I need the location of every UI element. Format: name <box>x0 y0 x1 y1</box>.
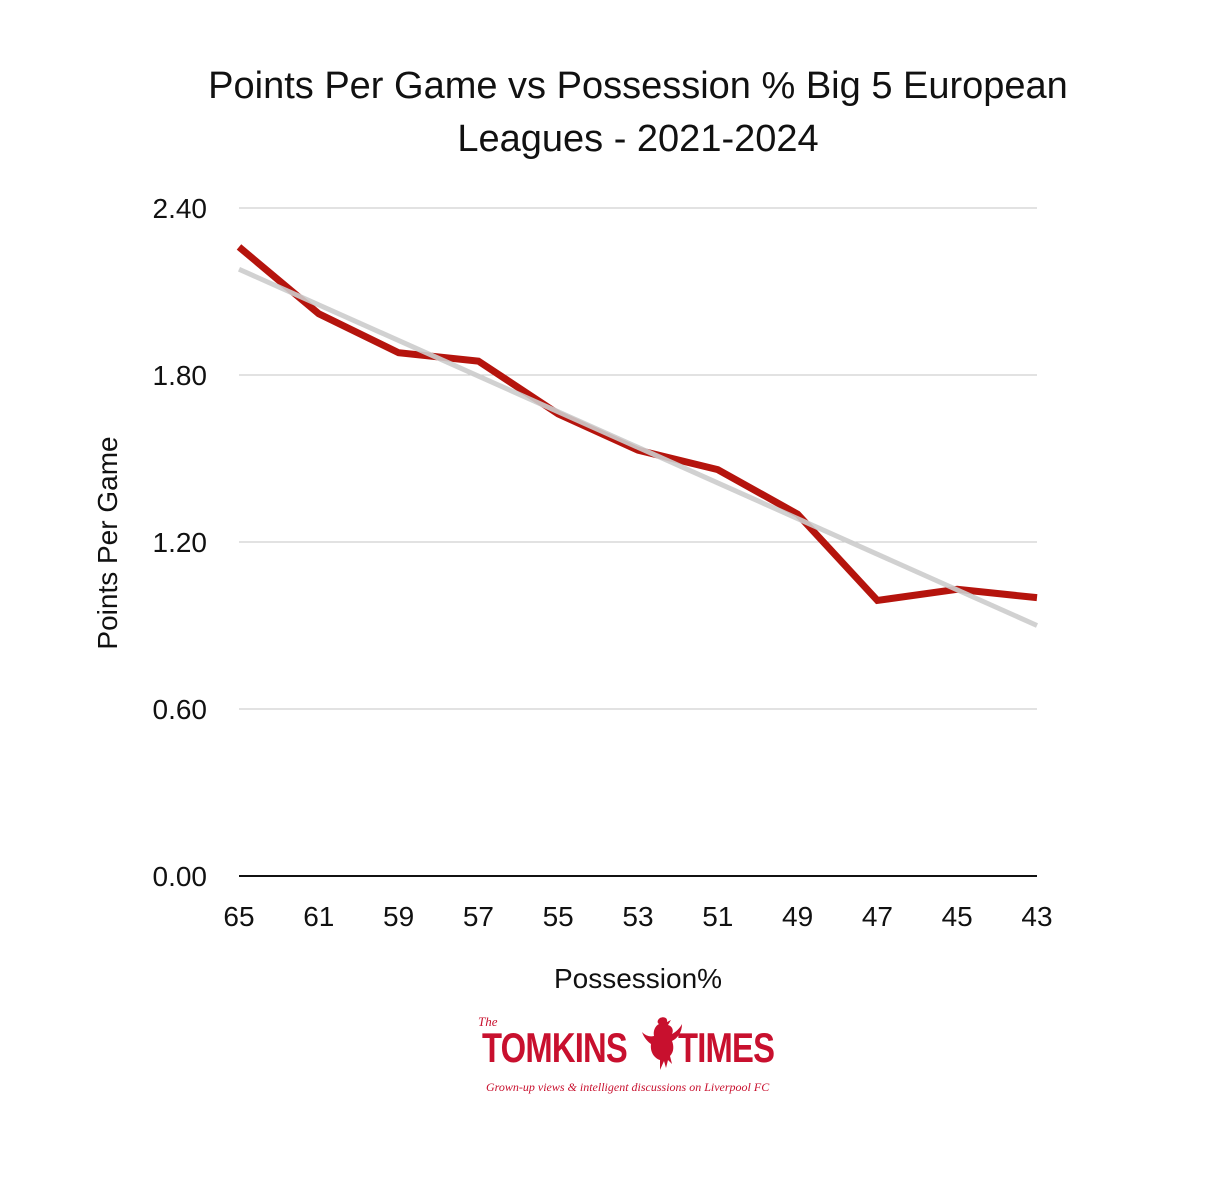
series-line <box>236 244 1038 605</box>
series-lines <box>236 244 1039 628</box>
x-tick-label: 49 <box>782 901 813 932</box>
x-tick-label: 57 <box>463 901 494 932</box>
y-axis-title: Points Per Game <box>92 436 123 649</box>
x-tick-label: 61 <box>303 901 334 932</box>
x-tick-label: 55 <box>543 901 574 932</box>
tomkins-times-logo: The TOMKINS TIMES Grown-up views & intel… <box>478 1010 798 1100</box>
y-tick-label: 1.80 <box>153 360 208 391</box>
chart-title-line-2: Leagues - 2021-2024 <box>457 118 819 160</box>
y-tick-label: 0.60 <box>153 694 208 725</box>
x-axis-title: Possession% <box>554 963 722 994</box>
x-tick-label: 65 <box>223 901 254 932</box>
x-axis-tick-labels: 65 61 59 57 55 53 51 49 47 45 43 <box>223 901 1052 932</box>
gridlines <box>239 207 1037 877</box>
y-tick-label: 1.20 <box>153 527 208 558</box>
x-tick-label: 59 <box>383 901 414 932</box>
logo-word-tomkins: TOMKINS <box>482 1024 628 1071</box>
x-tick-label: 47 <box>862 901 893 932</box>
y-tick-label: 2.40 <box>153 193 208 224</box>
x-tick-label: 53 <box>622 901 653 932</box>
liverbird-icon <box>642 1017 682 1070</box>
y-axis-tick-labels: 0.00 0.60 1.20 1.80 2.40 <box>153 193 208 892</box>
chart-title-line-1: Points Per Game vs Possession % Big 5 Eu… <box>208 65 1068 107</box>
logo-tagline: Grown-up views & intelligent discussions… <box>486 1080 770 1094</box>
x-tick-label: 45 <box>942 901 973 932</box>
y-tick-label: 0.00 <box>153 861 208 892</box>
logo-the-text: The <box>478 1014 498 1029</box>
x-tick-label: 51 <box>702 901 733 932</box>
trendline <box>237 266 1039 628</box>
logo-word-times: TIMES <box>678 1024 775 1071</box>
line-chart: 0.00 0.60 1.20 1.80 2.40 65 61 59 57 55 53 51 49 47 4… <box>92 193 1053 994</box>
x-tick-label: 43 <box>1021 901 1052 932</box>
